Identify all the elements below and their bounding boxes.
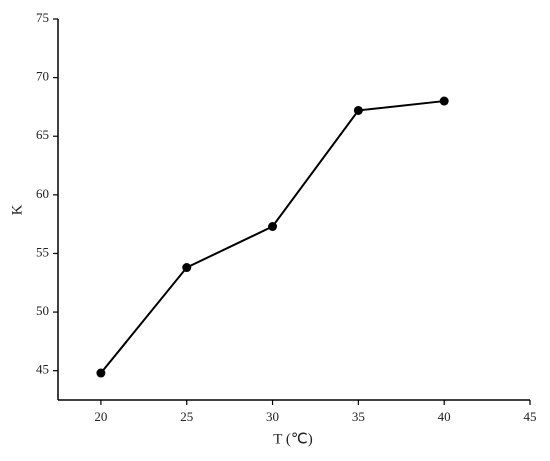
line <box>100 100 445 374</box>
x-tick-label: 30 <box>266 409 279 424</box>
x-axis-title: T (℃) <box>273 431 312 447</box>
y-tick-label: 65 <box>36 127 49 142</box>
marker <box>96 368 106 378</box>
y-tick-label: 70 <box>36 69 49 84</box>
y-tick-label: 50 <box>36 303 49 318</box>
x-tick-label: 20 <box>94 409 107 424</box>
y-axis-title: K <box>9 204 25 215</box>
x-tick-label: 25 <box>180 409 193 424</box>
x-tick-label: 45 <box>524 409 537 424</box>
y-tick-label: 45 <box>36 362 49 377</box>
y-tick-label: 60 <box>36 186 49 201</box>
y-tick-label: 75 <box>36 10 49 25</box>
y-tick-label: 55 <box>36 244 49 259</box>
x-tick-label: 35 <box>352 409 365 424</box>
marker <box>268 221 278 231</box>
marker <box>353 105 363 115</box>
marker <box>439 96 449 106</box>
marker <box>182 263 192 273</box>
x-tick-label: 40 <box>438 409 451 424</box>
